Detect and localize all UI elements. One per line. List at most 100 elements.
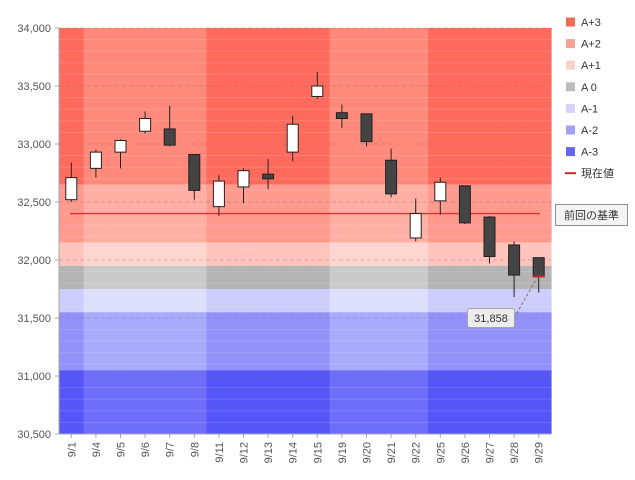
y-tick-label: 32,000 — [17, 255, 51, 267]
band-A2-col-1 — [83, 312, 109, 371]
band-A3-col-6 — [206, 28, 232, 185]
band-A1-col-3 — [132, 242, 158, 266]
candle-9/12 — [237, 168, 250, 204]
band-A1-col-14 — [403, 242, 429, 266]
band-A2-col-4 — [157, 312, 183, 371]
legend-label: A-3 — [581, 147, 598, 159]
band-A0-col-4 — [157, 265, 183, 289]
band-A0-col-11 — [329, 265, 355, 289]
band-A1-col-10 — [305, 242, 331, 266]
band-A2-col-15 — [428, 312, 454, 371]
band-A1-col-12 — [354, 289, 380, 313]
band-A0-col-9 — [280, 265, 306, 289]
band-A3-col-2 — [108, 370, 134, 434]
x-tick-label: 9/5 — [116, 442, 128, 457]
band-A3-col-4 — [157, 370, 183, 434]
candle-body — [483, 216, 496, 258]
band-A1-col-1 — [83, 289, 109, 313]
band-A0-col-7 — [231, 265, 257, 289]
legend-label: A-2 — [581, 125, 598, 137]
band-A3-col-8 — [255, 28, 281, 185]
legend-label: A-1 — [581, 103, 598, 115]
x-tick-label: 9/25 — [435, 442, 447, 463]
candle-9/25 — [434, 177, 447, 215]
candle-9/27 — [483, 215, 496, 264]
current-value-callout: 31,858 — [467, 308, 515, 328]
x-tick-label: 9/15 — [312, 442, 324, 463]
band-A1-col-10 — [305, 289, 331, 313]
annotations: 前回の基準 31,858 — [467, 204, 628, 328]
candle-9/7 — [163, 105, 176, 147]
band-A3-col-7 — [231, 370, 257, 434]
band-A3-col-0 — [59, 370, 85, 434]
legend: A+3 A+2 A+1 A 0 A-1 A-2 A-3 現在値 — [565, 17, 614, 180]
legend-swatch — [566, 82, 575, 92]
band-A2-col-11 — [329, 312, 355, 371]
band-A2-col-6 — [206, 312, 232, 371]
band-A1-col-19 — [526, 289, 552, 313]
x-tick-label: 9/7 — [165, 442, 177, 457]
legend-label: A+3 — [581, 17, 601, 29]
candle-body — [163, 128, 176, 146]
legend-swatch — [566, 17, 575, 27]
deviation-bands — [59, 28, 552, 434]
candle-9/14 — [286, 116, 299, 162]
candle-body — [212, 180, 225, 208]
band-A2-col-3 — [132, 312, 158, 371]
legend-swatch — [566, 125, 575, 135]
candle-9/22 — [409, 198, 422, 242]
candle-body — [89, 151, 102, 169]
callout-leader-line — [513, 278, 538, 319]
band-A3-col-14 — [403, 370, 429, 434]
legend-swatch — [566, 39, 575, 49]
candle-body — [409, 213, 422, 239]
band-A0-col-10 — [305, 265, 331, 289]
band-A0-col-1 — [83, 265, 109, 289]
band-A3-col-15 — [428, 370, 454, 434]
band-A1-col-7 — [231, 289, 257, 313]
band-A1-col-4 — [157, 289, 183, 313]
candle-body — [262, 173, 275, 180]
band-A1-col-11 — [329, 242, 355, 266]
legend-label: A+1 — [581, 60, 601, 72]
band-A2-col-2 — [108, 312, 134, 371]
candle-body — [458, 185, 471, 224]
band-A1-col-5 — [182, 289, 208, 313]
candle-body — [114, 140, 127, 153]
y-tick-label: 33,500 — [17, 81, 51, 93]
band-A1-col-16 — [452, 289, 478, 313]
band-A1-col-9 — [280, 242, 306, 266]
band-A1-col-14 — [403, 289, 429, 313]
candle-body — [508, 244, 521, 276]
band-A1-col-6 — [206, 242, 232, 266]
candle-body — [311, 85, 324, 97]
candle-9/4 — [89, 149, 102, 178]
candle-body — [188, 153, 201, 191]
band-A0-col-2 — [108, 265, 134, 289]
band-A2-col-7 — [231, 312, 257, 371]
band-A1-col-5 — [182, 242, 208, 266]
candle-9/5 — [114, 139, 127, 169]
band-A1-col-8 — [255, 242, 281, 266]
band-A1-col-2 — [108, 289, 134, 313]
band-A3-col-16 — [452, 28, 478, 185]
candle-9/6 — [139, 111, 152, 134]
x-tick-label: 9/11 — [214, 442, 226, 463]
band-A2-col-19 — [526, 312, 552, 371]
legend-label: 現在値 — [581, 167, 614, 180]
candle-body — [286, 123, 299, 153]
legend-entry-A2: A-2 — [566, 125, 598, 137]
band-A3-col-3 — [132, 28, 158, 185]
y-tick-label: 31,000 — [17, 371, 51, 383]
x-tick-label: 9/4 — [91, 442, 103, 457]
y-tick-label: 30,500 — [17, 429, 51, 441]
band-A1-col-15 — [428, 289, 454, 313]
band-A0-col-6 — [206, 265, 232, 289]
candle-body — [385, 159, 398, 195]
band-A3-col-13 — [378, 370, 404, 434]
band-A3-col-1 — [83, 370, 109, 434]
candle-body — [237, 170, 250, 188]
band-A2-col-5 — [182, 312, 208, 371]
band-A3-col-12 — [354, 370, 380, 434]
y-tick-label: 31,500 — [17, 313, 51, 325]
